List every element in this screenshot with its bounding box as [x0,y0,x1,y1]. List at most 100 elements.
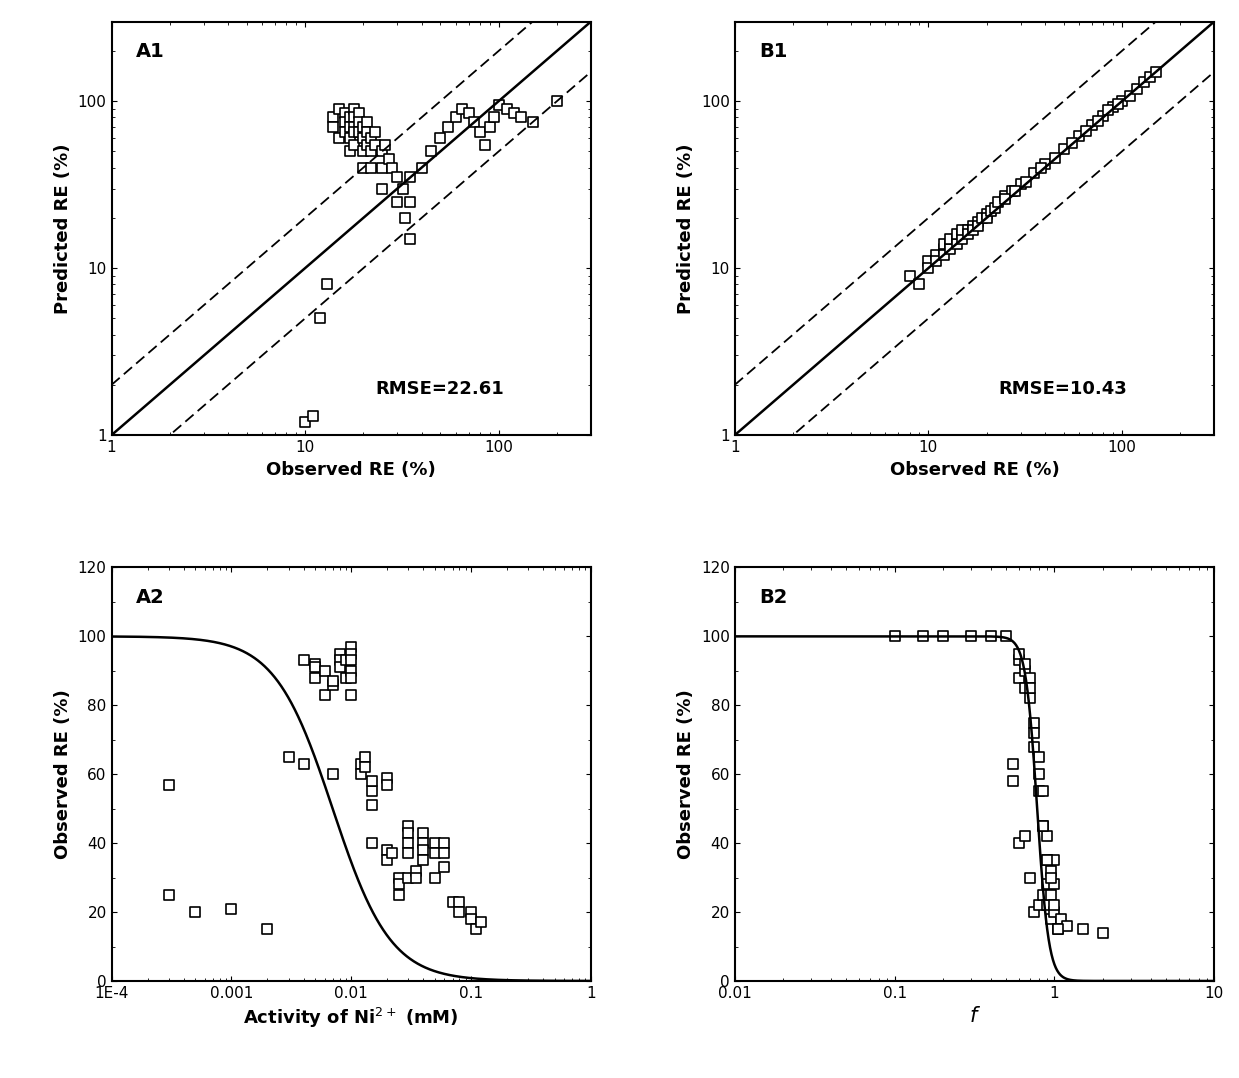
Point [330,129,349,147]
Point [1140,68,1160,85]
Point [953,230,973,247]
Point [466,921,486,938]
Point [963,217,983,234]
Point [963,221,983,238]
Point [546,93,566,110]
Point [885,627,904,645]
Point [1030,897,1049,914]
Point [458,105,478,122]
Point [330,100,349,118]
Point [470,124,489,141]
Point [1037,852,1057,869]
Point [1075,123,1095,140]
Point [913,627,933,645]
Point [976,206,996,223]
Point [305,669,325,687]
Point [934,240,954,258]
Point [356,759,375,776]
Point [294,652,313,669]
X-axis label: Observed RE (%): Observed RE (%) [890,460,1059,479]
Point [435,845,455,862]
Point [918,252,938,270]
Point [446,109,466,126]
Point [399,869,419,886]
Point [961,627,981,645]
Point [1025,903,1044,921]
Point [311,309,331,327]
Point [323,119,343,136]
Point [375,136,395,153]
Point [379,151,399,168]
Point [1037,897,1057,914]
Point [414,834,434,852]
Point [344,100,364,118]
Point [400,193,420,210]
Point [1015,828,1035,845]
Point [1009,645,1028,662]
Point [1016,172,1036,190]
Point [976,209,996,226]
Point [484,109,504,126]
Point [366,136,385,153]
Point [1053,140,1073,157]
Text: RMSE=22.61: RMSE=22.61 [375,379,504,398]
Point [388,193,408,210]
Point [442,893,462,910]
Point [450,903,470,921]
Point [222,900,242,917]
Point [1025,714,1044,731]
Y-axis label: Predicted RE (%): Predicted RE (%) [678,143,695,314]
Point [1011,176,1031,193]
Point [953,221,973,238]
Point [378,852,398,869]
Point [1005,182,1025,199]
Y-axis label: Predicted RE (%): Predicted RE (%) [55,143,72,314]
Point [372,143,392,161]
Point [1088,112,1108,129]
Point [1069,127,1089,144]
Point [315,662,335,679]
Point [341,669,361,687]
Point [330,645,349,662]
Point [362,143,382,161]
Point [940,240,960,258]
Point [358,136,378,153]
Point [1033,817,1053,834]
Point [399,817,419,834]
Point [1044,149,1064,166]
Point [425,869,445,886]
Point [947,225,966,243]
Point [322,676,342,693]
Text: A2: A2 [135,589,165,607]
Point [159,776,178,793]
Point [435,834,455,852]
Point [411,160,431,177]
Point [1103,98,1123,115]
Point [1134,73,1154,91]
Point [927,252,947,270]
Point [1044,852,1064,869]
Point [335,113,354,130]
Point [1051,910,1070,927]
Point [336,669,356,687]
Point [1044,875,1064,893]
Point [353,119,373,136]
Point [958,225,978,243]
Point [353,143,373,161]
Point [1031,160,1051,177]
X-axis label: Activity of Ni$^{2+}$ (mM): Activity of Ni$^{2+}$ (mM) [243,1007,460,1031]
Point [973,209,992,226]
Point [362,129,382,147]
Point [1015,679,1035,696]
Point [1093,924,1113,941]
Point [1023,165,1043,182]
Point [339,129,359,147]
Point [1009,834,1028,852]
Point [523,113,543,130]
Point [1035,155,1054,172]
Point [356,748,375,765]
Point [414,852,434,869]
Point [1073,921,1093,938]
Point [389,886,409,903]
Point [358,113,378,130]
